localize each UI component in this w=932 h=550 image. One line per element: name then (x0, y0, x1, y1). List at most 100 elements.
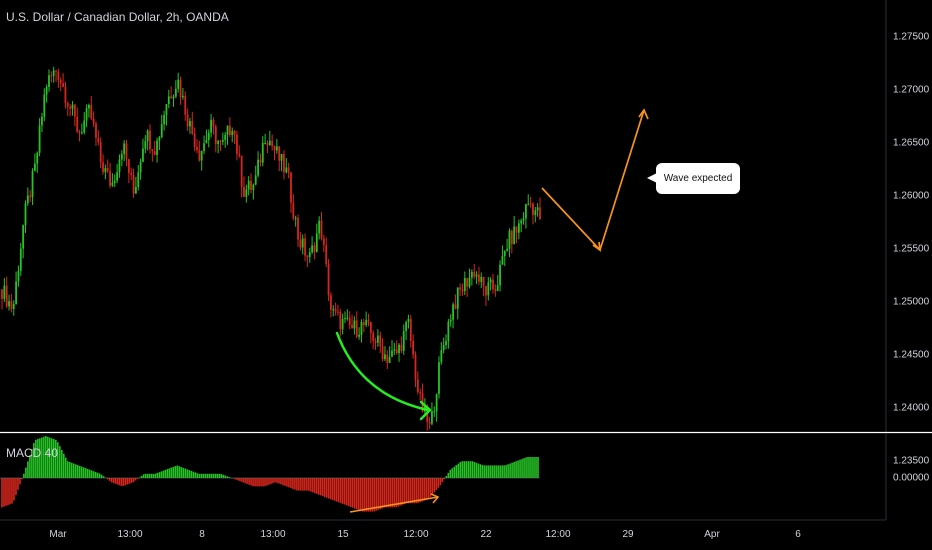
time-tick-2: 8 (199, 529, 205, 540)
macd-bar (262, 478, 264, 487)
candle-body (475, 274, 478, 277)
candle-body (236, 134, 238, 154)
candle-body (311, 245, 314, 253)
macd-bar (74, 464, 77, 478)
time-tick-5: 12:00 (403, 529, 429, 540)
macd-bar (413, 478, 416, 504)
macd-bar (322, 478, 324, 497)
time-tick-8: 29 (622, 529, 634, 540)
macd-bar (166, 469, 169, 478)
candle-body (527, 203, 530, 205)
candle-body (41, 116, 43, 126)
price-tick-4: 1.25500 (893, 243, 930, 255)
candle-body (15, 281, 17, 305)
macd-bar (176, 465, 179, 478)
macd-bar (118, 478, 121, 486)
macd-bar (234, 478, 236, 480)
candle-body (233, 131, 236, 135)
candle-body (332, 309, 335, 311)
macd-bar (78, 465, 81, 478)
candle-body (501, 255, 504, 265)
macd-bar (459, 462, 462, 478)
macd-bar (100, 474, 103, 478)
macd-bar (531, 457, 533, 478)
macd-bar (367, 478, 370, 512)
macd-bar (337, 478, 340, 503)
macd-bar (228, 477, 230, 478)
macd-bar (120, 478, 123, 487)
candle-body (76, 116, 79, 132)
candle-body (395, 349, 398, 354)
price-tick-6: 1.24500 (893, 349, 930, 361)
time-tick-0: Mar (49, 529, 67, 540)
macd-bar (278, 478, 280, 484)
macd-bar (192, 471, 195, 478)
candle-body (372, 333, 375, 342)
macd-bar (39, 438, 41, 478)
candle-body (104, 168, 107, 173)
macd-bar (513, 461, 515, 478)
macd-bar (188, 470, 191, 478)
macd-bar (80, 466, 83, 478)
macd-bar (136, 478, 139, 479)
candle-body (139, 161, 142, 173)
macd-bar (487, 465, 489, 478)
candle-series (1, 66, 541, 431)
macd-bar (395, 478, 398, 508)
macd-bar (5, 478, 7, 506)
macd-bar (60, 449, 63, 478)
time-tick-7: 12:00 (545, 529, 571, 540)
macd-bar (49, 437, 51, 478)
macd-bar (218, 473, 220, 478)
macd-bar (431, 478, 434, 495)
macd-bar (296, 478, 298, 491)
macd-bar (519, 459, 521, 478)
candle-body (31, 170, 34, 198)
candle-body (22, 225, 25, 249)
macd-bar (256, 478, 258, 487)
macd-bar (535, 457, 537, 478)
candle-body (198, 150, 201, 161)
macd-bar (306, 478, 308, 491)
macd-bar (112, 478, 115, 484)
macd-bar (214, 473, 217, 478)
macd-bar (435, 478, 438, 491)
macd-bar (258, 478, 260, 487)
candle-body (435, 393, 438, 412)
macd-bar (471, 461, 474, 478)
macd-bar (88, 469, 91, 478)
candle-body (287, 167, 290, 173)
macd-bar (481, 464, 484, 478)
candle-body (205, 139, 208, 144)
candle-body (193, 133, 196, 147)
candle-body (24, 203, 27, 226)
macd-bar (43, 436, 45, 478)
candle-body (442, 345, 445, 351)
wave-expected-callout[interactable]: Wave expected (647, 163, 740, 194)
candle-body (285, 167, 288, 173)
macd-bar (194, 472, 197, 478)
candle-body (334, 309, 337, 312)
candle-body (428, 421, 431, 424)
macd-bar (29, 455, 31, 478)
macd-bar (298, 478, 300, 491)
macd-bar (9, 478, 11, 505)
macd-bar (383, 478, 386, 508)
candle-body (510, 230, 513, 245)
macd-bar (90, 470, 93, 478)
candle-body (503, 250, 506, 256)
green-curved-arrow-head (419, 400, 432, 421)
candle-body (315, 233, 318, 252)
candle-body (292, 202, 295, 219)
macd-bar (198, 473, 201, 478)
candle-body (120, 154, 123, 160)
candle-body (64, 86, 67, 104)
macd-bar (114, 478, 117, 484)
candle-body (102, 162, 104, 173)
candle-body (492, 279, 494, 290)
candle-body (513, 226, 516, 245)
macd-bar (393, 478, 396, 508)
macd-bar (447, 472, 450, 478)
